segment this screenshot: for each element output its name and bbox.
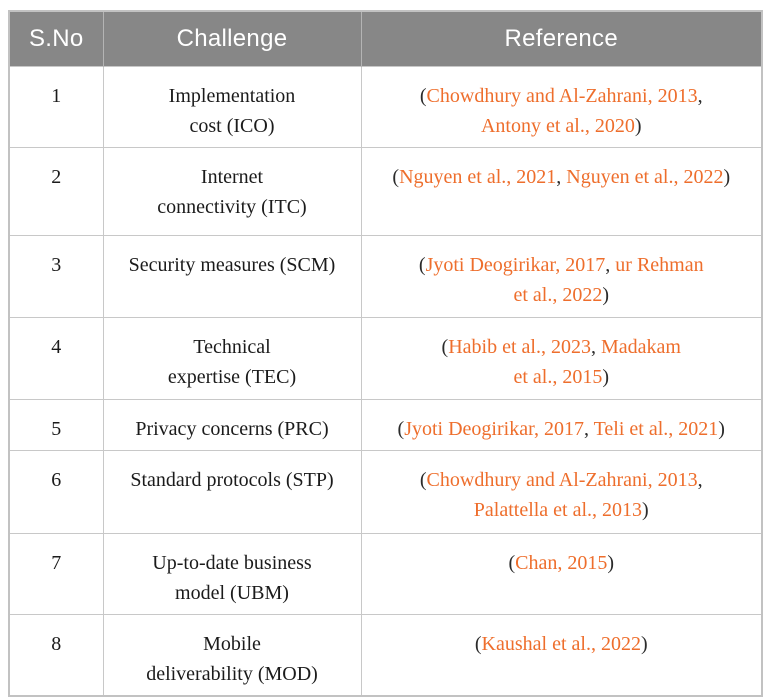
citation-link[interactable]: Antony et al., 2020: [480, 115, 635, 137]
column-header-reference: Reference: [361, 11, 762, 67]
citation-link[interactable]: Jyoti Deogirikar, 2017: [404, 418, 584, 440]
reference-punctuation: (: [441, 336, 449, 358]
reference-cell: (Jyoti Deogirikar, 2017, Teli et al., 20…: [360, 399, 763, 451]
citation-link[interactable]: Chowdhury and Al-Zahrani, 2013: [426, 85, 698, 107]
citation-link[interactable]: Nguyen et al., 2022: [566, 166, 724, 188]
reference-cell: (Jyoti Deogirikar, 2017, ur Rehman et al…: [360, 235, 763, 318]
reference-cell: (Chowdhury and Al-Zahrani, 2013, Palatte…: [360, 450, 763, 534]
table-row: 1 Implementation cost (ICO) (Chowdhury and…: [8, 66, 763, 148]
sno-cell: 5: [8, 399, 104, 451]
challenge-cell: Standard protocols (STP): [102, 450, 362, 534]
citation-link[interactable]: Chan, 2015: [515, 552, 608, 574]
column-header-sno: S.No: [9, 11, 104, 67]
reference-punctuation: ): [607, 552, 615, 574]
reference-punctuation: (: [508, 552, 516, 574]
citation-link[interactable]: Chowdhury and Al-Zahrani, 2013: [426, 469, 698, 491]
reference-punctuation: ,: [583, 418, 594, 440]
reference-punctuation: ): [723, 166, 731, 188]
citation-link[interactable]: Jyoti Deogirikar, 2017: [425, 254, 606, 276]
reference-punctuation: ,: [556, 166, 567, 188]
sno-cell: 7: [8, 533, 104, 615]
reference-punctuation: ): [602, 366, 610, 388]
reference-punctuation: (: [474, 633, 482, 655]
challenge-cell: Up-to-date business model (UBM): [102, 533, 362, 615]
reference-punctuation: ): [642, 499, 649, 521]
challenge-cell: Technical expertise (TEC): [102, 317, 362, 400]
challenge-cell: Implementation cost (ICO): [102, 66, 362, 148]
challenge-cell: Privacy concerns (PRC): [102, 399, 362, 451]
citation-link[interactable]: ur Rehman et al., 2022: [513, 254, 704, 306]
citation-link[interactable]: Nguyen et al., 2021: [399, 166, 557, 188]
challenge-cell: Internet connectivity (ITC): [102, 147, 362, 236]
reference-punctuation: (: [397, 418, 405, 440]
header-row: S.No Challenge Reference: [9, 11, 762, 67]
column-header-challenge: Challenge: [103, 11, 362, 67]
citation-link[interactable]: Palattella et al., 2013: [473, 499, 643, 521]
challenge-cell: Mobile deliverability (MOD): [102, 614, 362, 697]
reference-punctuation: ): [634, 115, 642, 137]
reference-cell: (Chowdhury and Al-Zahrani, 2013, Antony …: [360, 66, 763, 148]
reference-punctuation: ,: [590, 336, 601, 358]
citation-link[interactable]: Kaushal et al., 2022: [481, 633, 641, 655]
citation-link[interactable]: Teli et al., 2021: [593, 418, 719, 440]
sno-cell: 6: [8, 450, 104, 534]
reference-cell: (Chan, 2015): [360, 533, 763, 615]
reference-punctuation: ): [602, 284, 610, 306]
challenge-cell: Security measures (SCM): [102, 235, 362, 318]
table-row: 6 Standard protocols (STP) (Chowdhury and …: [8, 450, 763, 534]
sno-cell: 1: [8, 66, 104, 148]
table-body: 1 Implementation cost (ICO) (Chowdhury and…: [8, 66, 763, 697]
reference-punctuation: ): [718, 418, 725, 440]
reference-punctuation: (: [392, 166, 400, 188]
reference-punctuation: ,: [605, 254, 616, 276]
sno-cell: 3: [8, 235, 104, 318]
reference-cell: (Kaushal et al., 2022): [360, 614, 763, 697]
reference-cell: (Habib et al., 2023, Madakam et al., 201…: [360, 317, 763, 400]
reference-punctuation: ): [640, 633, 648, 655]
reference-punctuation: (: [419, 85, 427, 107]
table-row: 5 Privacy concerns (PRC) (Jyoti Deogirikar…: [8, 399, 763, 451]
reference-cell: (Nguyen et al., 2021, Nguyen et al., 202…: [360, 147, 763, 236]
reference-punctuation: ,: [697, 85, 703, 107]
reference-punctuation: (: [419, 469, 427, 491]
reference-punctuation: (: [418, 254, 426, 276]
sno-cell: 4: [8, 317, 104, 400]
table-row: 7 Up-to-date business model (UBM) (Chan, 2…: [8, 533, 763, 615]
table-row: 4 Technical expertise (TEC) (Habib et al.,…: [8, 317, 763, 400]
table-row: 8 Mobile deliverability (MOD) (Kaushal et …: [8, 614, 763, 697]
sno-cell: 8: [8, 614, 104, 697]
sno-cell: 2: [8, 147, 104, 236]
table-row: 3 Security measures (SCM) (Jyoti Deogirika…: [8, 235, 763, 318]
table-row: 2 Internet connectivity (ITC) (Nguyen et a…: [8, 147, 763, 236]
paper-table-figure: S.No Challenge Reference 1 Implementation…: [8, 10, 763, 697]
citation-link[interactable]: Habib et al., 2023: [448, 336, 591, 358]
challenges-table: S.No Challenge Reference 1 Implementation…: [8, 10, 763, 697]
table-header: S.No Challenge Reference: [9, 11, 762, 67]
citation-link[interactable]: Madakam et al., 2015: [513, 336, 681, 388]
reference-punctuation: ,: [697, 469, 703, 491]
